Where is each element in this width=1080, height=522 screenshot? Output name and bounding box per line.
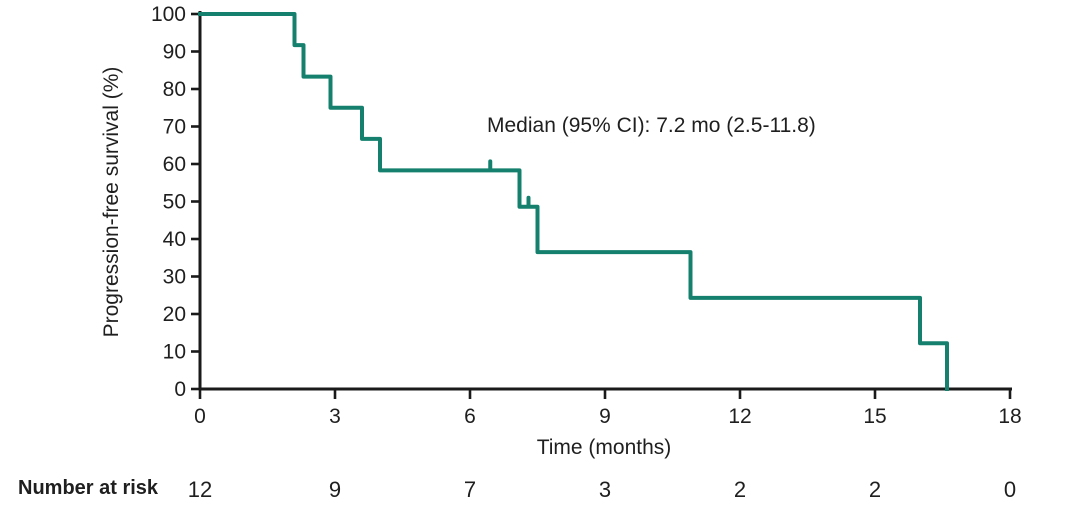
at-risk-count: 3 (599, 477, 611, 502)
y-tick-label: 30 (163, 266, 186, 289)
y-tick-label: 60 (163, 153, 186, 176)
y-axis-title: Progression-free survival (%) (100, 66, 123, 338)
at-risk-count: 7 (464, 477, 476, 502)
median-annotation: Median (95% CI): 7.2 mo (2.5-11.8) (487, 114, 816, 137)
x-tick-label: 3 (329, 405, 341, 428)
y-tick-label: 90 (163, 41, 186, 64)
y-tick-label: 50 (163, 191, 186, 214)
y-tick-label: 20 (163, 303, 186, 326)
x-tick-label: 18 (998, 405, 1021, 428)
at-risk-count: 2 (869, 477, 881, 502)
y-tick-label: 10 (163, 341, 186, 364)
y-tick-label: 80 (163, 78, 186, 101)
number-at-risk-label: Number at risk (18, 477, 159, 499)
km-curve (198, 12, 949, 391)
at-risk-count: 9 (329, 477, 341, 502)
at-risk-count: 2 (734, 477, 746, 502)
x-axis-title: Time (months) (536, 436, 672, 459)
x-tick-label: 12 (728, 405, 751, 428)
x-tick-label: 6 (464, 405, 476, 428)
at-risk-count: 0 (1004, 477, 1016, 502)
x-tick-label: 0 (194, 405, 206, 428)
at-risk-count: 12 (188, 477, 212, 502)
y-tick-label: 40 (163, 228, 186, 251)
y-tick-label: 0 (174, 378, 186, 401)
x-tick-label: 15 (863, 405, 886, 428)
x-tick-label: 9 (599, 405, 611, 428)
y-tick-label: 100 (151, 3, 186, 26)
y-tick-label: 70 (163, 116, 186, 139)
